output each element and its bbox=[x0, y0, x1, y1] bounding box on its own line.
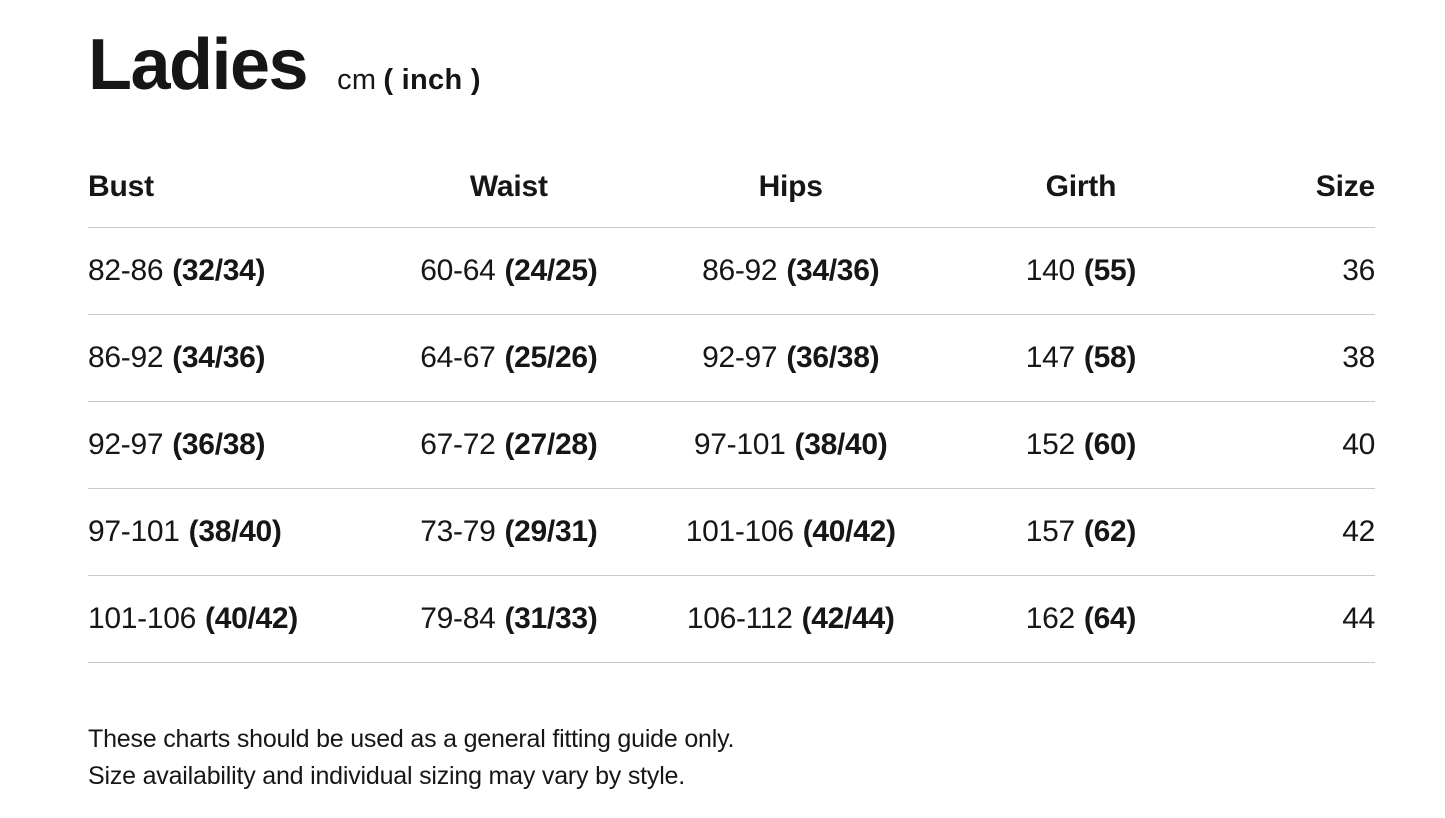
waist-cell: 60-64 (24/25) bbox=[368, 227, 650, 315]
size-cell: 44 bbox=[1229, 575, 1375, 663]
bust-cm-value: 101-106 bbox=[88, 601, 196, 635]
hips-inch-value: (38/40) bbox=[794, 427, 888, 461]
page-header: Ladies cm( inch ) bbox=[88, 25, 1375, 105]
hips-cell: 92-97 (36/38) bbox=[649, 314, 933, 402]
bust-cm-value: 97-101 bbox=[88, 514, 180, 548]
bust-inch-value: (34/36) bbox=[172, 340, 266, 374]
size-cell: 40 bbox=[1229, 401, 1375, 489]
column-header-waist: Waist bbox=[368, 147, 650, 228]
table-row: 82-86 (32/34) 60-64 (24/25) 86-92 (34/36) 1… bbox=[88, 227, 1375, 315]
bust-inch-value: (36/38) bbox=[172, 427, 266, 461]
girth-cm-value: 157 bbox=[1025, 514, 1075, 548]
waist-cm-value: 64-67 bbox=[420, 340, 496, 374]
girth-cell: 140 (55) bbox=[932, 227, 1230, 315]
waist-cell: 64-67 (25/26) bbox=[368, 314, 650, 402]
bust-cm-value: 86-92 bbox=[88, 340, 164, 374]
hips-cm-value: 86-92 bbox=[702, 253, 778, 287]
girth-inch-value: (55) bbox=[1083, 253, 1137, 287]
hips-cm-value: 92-97 bbox=[702, 340, 778, 374]
hips-cm-value: 101-106 bbox=[685, 514, 794, 548]
bust-cell: 97-101 (38/40) bbox=[88, 488, 369, 576]
waist-cm-value: 73-79 bbox=[420, 514, 496, 548]
bust-cm-value: 92-97 bbox=[88, 427, 164, 461]
girth-cm-value: 147 bbox=[1025, 340, 1075, 374]
hips-cell: 101-106 (40/42) bbox=[649, 488, 933, 576]
waist-inch-value: (31/33) bbox=[504, 601, 598, 635]
hips-cm-value: 106-112 bbox=[686, 601, 793, 635]
waist-cell: 73-79 (29/31) bbox=[368, 488, 650, 576]
bust-inch-value: (40/42) bbox=[205, 601, 298, 635]
hips-inch-value: (36/38) bbox=[786, 340, 880, 374]
bust-cell: 82-86 (32/34) bbox=[88, 227, 369, 315]
girth-cm-value: 152 bbox=[1025, 427, 1075, 461]
column-header-hips: Hips bbox=[649, 147, 933, 228]
size-cell: 38 bbox=[1229, 314, 1375, 402]
girth-inch-value: (58) bbox=[1083, 340, 1137, 374]
girth-cm-value: 140 bbox=[1025, 253, 1075, 287]
hips-cell: 106-112 (42/44) bbox=[649, 575, 933, 663]
girth-cell: 147 (58) bbox=[932, 314, 1230, 402]
page-title: Ladies bbox=[88, 25, 309, 105]
column-header-size: Size bbox=[1229, 147, 1375, 228]
hips-cell: 97-101 (38/40) bbox=[649, 401, 933, 489]
waist-cm-value: 67-72 bbox=[420, 427, 496, 461]
footnote-line-2: Size availability and individual sizing … bbox=[88, 761, 686, 790]
girth-cm-value: 162 bbox=[1025, 601, 1075, 635]
size-table: Bust Waist Hips Girth Size 82-86 (32/34) … bbox=[88, 147, 1375, 663]
waist-cm-value: 79-84 bbox=[420, 601, 496, 635]
table-row: 101-106 (40/42) 79-84 (31/33) 106-112 (42/4… bbox=[88, 575, 1375, 663]
waist-inch-value: (24/25) bbox=[504, 253, 598, 287]
bust-inch-value: (38/40) bbox=[188, 514, 282, 548]
waist-cell: 67-72 (27/28) bbox=[368, 401, 650, 489]
waist-inch-value: (29/31) bbox=[504, 514, 598, 548]
table-row: 97-101 (38/40) 73-79 (29/31) 101-106 (40/42… bbox=[88, 488, 1375, 576]
bust-cell: 86-92 (34/36) bbox=[88, 314, 369, 402]
unit-cm-label: cm bbox=[337, 64, 377, 96]
waist-inch-value: (25/26) bbox=[504, 340, 598, 374]
bust-cell: 101-106 (40/42) bbox=[88, 575, 369, 663]
footnote: These charts should be used as a general… bbox=[88, 721, 1375, 795]
hips-cell: 86-92 (34/36) bbox=[649, 227, 933, 315]
unit-inch-label: ( inch ) bbox=[383, 64, 481, 96]
size-cell: 36 bbox=[1229, 227, 1375, 315]
girth-inch-value: (60) bbox=[1083, 427, 1137, 461]
table-header-row: Bust Waist Hips Girth Size bbox=[88, 147, 1375, 228]
table-row: 92-97 (36/38) 67-72 (27/28) 97-101 (38/40) … bbox=[88, 401, 1375, 489]
hips-inch-value: (34/36) bbox=[786, 253, 880, 287]
bust-cell: 92-97 (36/38) bbox=[88, 401, 369, 489]
girth-cell: 162 (64) bbox=[932, 575, 1230, 663]
girth-inch-value: (62) bbox=[1083, 514, 1137, 548]
waist-inch-value: (27/28) bbox=[504, 427, 598, 461]
column-header-bust: Bust bbox=[88, 147, 369, 228]
footnote-line-1: These charts should be used as a general… bbox=[88, 724, 735, 753]
hips-inch-value: (42/44) bbox=[801, 601, 895, 635]
size-chart-page: Ladies cm( inch ) Bust Waist Hips Girth … bbox=[88, 25, 1375, 795]
table-row: 86-92 (34/36) 64-67 (25/26) 92-97 (36/38) 1… bbox=[88, 314, 1375, 402]
hips-cm-value: 97-101 bbox=[693, 427, 786, 461]
girth-cell: 152 (60) bbox=[932, 401, 1230, 489]
bust-cm-value: 82-86 bbox=[88, 253, 164, 287]
waist-cm-value: 60-64 bbox=[420, 253, 496, 287]
waist-cell: 79-84 (31/33) bbox=[368, 575, 650, 663]
column-header-girth: Girth bbox=[932, 147, 1230, 228]
girth-cell: 157 (62) bbox=[932, 488, 1230, 576]
size-cell: 42 bbox=[1229, 488, 1375, 576]
unit-label: cm( inch ) bbox=[337, 64, 481, 97]
bust-inch-value: (32/34) bbox=[172, 253, 266, 287]
girth-inch-value: (64) bbox=[1083, 601, 1137, 635]
hips-inch-value: (40/42) bbox=[802, 514, 896, 548]
